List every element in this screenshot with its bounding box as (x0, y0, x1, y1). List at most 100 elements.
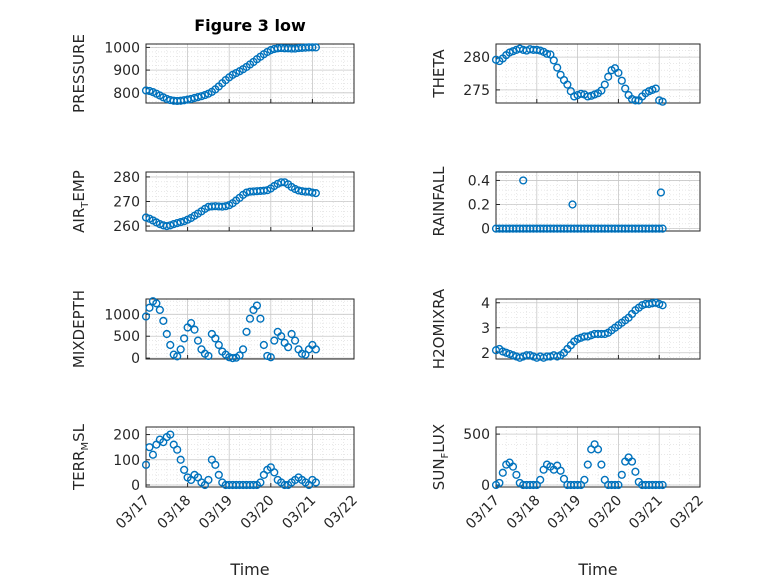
data-point (311, 345, 320, 354)
data-point (162, 329, 171, 339)
data-point (549, 56, 558, 65)
y-tick-label: 800 (113, 86, 140, 102)
data-point (141, 460, 151, 469)
data-point (280, 480, 289, 490)
data-point (173, 445, 182, 454)
data-point (180, 334, 189, 343)
y-axis-label: H2OMIXRA (430, 288, 448, 369)
data-point (186, 318, 196, 328)
data-point (145, 443, 154, 452)
y-tick-label: 275 (463, 83, 490, 99)
data-point (508, 462, 518, 471)
data-point (311, 189, 320, 198)
subplot-pressure: 800 900 1000 PRESSURE (70, 34, 355, 113)
data-point (287, 329, 296, 339)
data-point (308, 43, 317, 52)
data-point (176, 218, 185, 227)
data-point (573, 480, 582, 490)
data-point (563, 80, 572, 89)
data-point (512, 470, 521, 479)
series-markers (491, 298, 667, 362)
y-axis-label: RAINFALL (430, 166, 448, 237)
y-tick-label: 3 (481, 321, 490, 337)
data-point (576, 89, 586, 98)
y-axis-label: AIRTEMP (70, 170, 91, 233)
data-point (245, 314, 255, 323)
data-point (311, 478, 320, 487)
series-markers (491, 440, 667, 490)
data-point (593, 445, 603, 454)
axes-box (495, 426, 701, 488)
data-point (559, 474, 569, 483)
x-axis-label-right: Time (577, 560, 617, 579)
data-point (568, 200, 577, 209)
data-point (197, 92, 206, 101)
y-tick-label: 500 (113, 329, 140, 345)
y-tick-label: 0.2 (468, 198, 490, 214)
data-point (238, 345, 248, 354)
data-point (256, 478, 265, 487)
data-point (658, 480, 667, 490)
data-point (235, 351, 244, 360)
y-tick-label: 270 (113, 195, 140, 211)
subplot-rainfall: 0 0.2 0.4 RAINFALL (430, 166, 701, 238)
data-point (529, 480, 538, 490)
data-point (297, 349, 307, 358)
data-point (597, 460, 606, 469)
data-point (166, 340, 175, 350)
data-point (308, 188, 317, 197)
data-point (556, 466, 565, 475)
data-point (190, 325, 199, 334)
data-point (277, 332, 286, 341)
data-point (249, 480, 258, 490)
y-tick-label: 1000 (104, 40, 140, 56)
y-tick-label: 0.4 (468, 173, 490, 189)
data-point (498, 468, 507, 477)
data-point (259, 186, 268, 195)
figure-title: Figure 3 low (194, 16, 306, 35)
data-point (658, 301, 667, 310)
series-markers (141, 178, 320, 231)
axes-box (145, 298, 355, 360)
data-point (621, 84, 630, 93)
data-point (152, 299, 161, 308)
data-point (655, 224, 664, 233)
data-point (211, 460, 220, 469)
data-point (284, 343, 293, 352)
axes-box (495, 298, 701, 360)
y-tick-label: 0 (131, 351, 140, 367)
series-markers (141, 43, 320, 106)
data-point (546, 50, 555, 59)
subplot-theta: 275 280 THETA (430, 43, 701, 106)
y-tick-label: 900 (113, 63, 140, 79)
data-point (655, 480, 664, 490)
data-point (145, 86, 154, 96)
subplot-h2omixra: 2 3 4 H2OMIXRA (430, 288, 701, 369)
data-point (658, 224, 667, 233)
data-point (614, 480, 623, 490)
y-axis-label: SUNFLUX (430, 424, 451, 490)
y-tick-label: 500 (463, 427, 490, 443)
axes-box (145, 43, 355, 104)
y-tick-label: 280 (463, 50, 490, 66)
data-point (173, 352, 182, 361)
subplot-air-temp: 260 270 280 AIRTEMP (70, 170, 355, 235)
data-point (614, 68, 623, 77)
y-axis-label: MIXDEPTH (70, 290, 88, 368)
data-point (148, 450, 158, 459)
y-tick-label: 4 (481, 296, 490, 312)
series-markers (141, 297, 320, 363)
axes-box (495, 43, 701, 104)
data-point (580, 475, 589, 484)
y-tick-label: 0 (131, 478, 140, 494)
data-point (141, 312, 151, 321)
data-point (176, 455, 185, 464)
y-axis-label: THETA (430, 49, 448, 99)
y-tick-label: 0 (481, 222, 490, 238)
axes-box (495, 171, 701, 232)
data-point (155, 305, 164, 315)
data-point (583, 460, 592, 469)
data-point (252, 301, 262, 310)
data-point (145, 303, 154, 312)
